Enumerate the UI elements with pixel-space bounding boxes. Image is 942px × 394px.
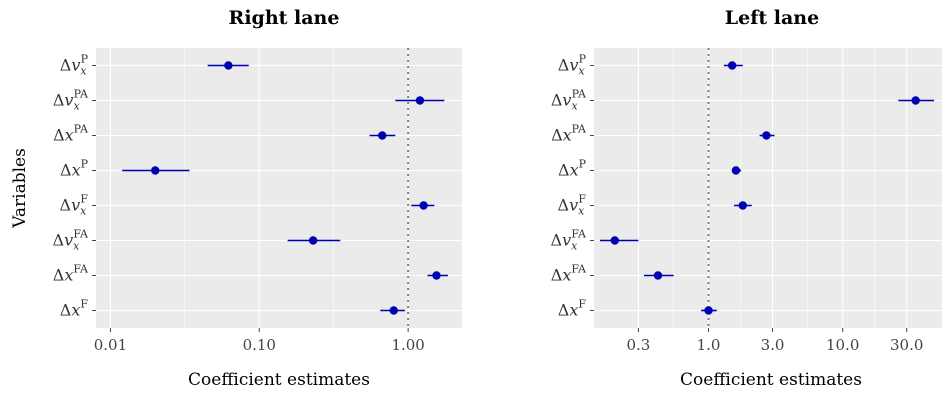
estimate-point [731, 166, 741, 175]
estimate-point [151, 166, 160, 175]
y-tick-label: ΔxFA [551, 263, 587, 285]
y-tick-label: ΔvxPA [551, 88, 587, 113]
estimate-point [610, 236, 619, 245]
estimate-point [432, 271, 441, 280]
x-tick-label: 1.0 [697, 336, 721, 354]
panel-title-right-lane: Right lane [229, 7, 340, 29]
estimate-point [308, 236, 318, 245]
y-tick-label: ΔxF [60, 298, 89, 320]
x-axis-title-right-lane: Coefficient estimates [188, 370, 370, 390]
x-tick-label: 0.10 [243, 336, 276, 354]
y-tick-label: ΔvxFA [53, 228, 90, 253]
estimate-point [762, 131, 771, 140]
y-tick-label: ΔxPA [53, 123, 89, 145]
y-tick-label: ΔvxPA [53, 88, 89, 113]
estimate-point [224, 61, 233, 70]
y-tick-label: ΔxP [60, 158, 89, 180]
y-tick-label: ΔvxF [558, 193, 587, 218]
panel-title-left-lane: Left lane [725, 7, 819, 29]
plot-area-left-lane [594, 48, 942, 328]
estimate-point [704, 306, 713, 315]
estimate-point [419, 201, 428, 210]
markers-right-lane [122, 61, 448, 315]
estimate-point [727, 61, 737, 70]
y-ticks-left-lane: ΔvxP ΔvxPA ΔxPA ΔxP ΔvxF ΔvxFA ΔxFA ΔxF [551, 53, 594, 320]
x-tick-label: 0.01 [94, 336, 127, 354]
y-tick-label: ΔvxF [60, 193, 89, 218]
y-tick-label: ΔvxP [60, 53, 89, 78]
y-tick-label: ΔxFA [53, 263, 89, 285]
x-tick-label: 3.0 [761, 336, 785, 354]
markers-left-lane [599, 61, 935, 315]
y-axis-title: Variables [10, 148, 30, 229]
x-ticks-right-lane: 0.01 0.10 1.00 [94, 328, 425, 354]
plot-area-right-lane [96, 48, 462, 328]
estimate-point [378, 131, 387, 140]
y-tick-label: ΔxF [558, 298, 587, 320]
y-tick-label: ΔvxP [558, 53, 587, 78]
x-tick-label: 1.00 [391, 336, 424, 354]
y-tick-label: ΔvxFA [551, 228, 588, 253]
x-tick-label: 30.0 [890, 336, 923, 354]
estimate-point [911, 96, 920, 105]
y-tick-label: ΔxP [558, 158, 587, 180]
x-axis-title-left-lane: Coefficient estimates [680, 370, 862, 390]
x-ticks-left-lane: 0.3 1.0 3.0 10.0 30.0 [626, 328, 923, 354]
y-ticks-right-lane: ΔvxP ΔvxPA ΔxPA ΔxP ΔvxF ΔvxFA ΔxFA ΔxF [53, 53, 96, 320]
panel-right-lane: Right lane ΔvxP ΔvxPA ΔxPA ΔxP ΔvxF ΔvxFA ΔxFA… [53, 7, 462, 390]
y-tick-label: ΔxPA [551, 123, 587, 145]
estimate-point [415, 96, 425, 105]
gridlines-left-lane [594, 48, 942, 328]
x-tick-label: 0.3 [626, 336, 650, 354]
estimate-point [389, 306, 398, 315]
estimate-point [738, 201, 747, 210]
x-tick-label: 10.0 [826, 336, 859, 354]
panel-left-lane: Left lane ΔvxPΔvxPAΔxPAΔxPΔvxFΔvxFAΔxFAΔ… [551, 7, 942, 390]
estimate-point [653, 271, 663, 280]
